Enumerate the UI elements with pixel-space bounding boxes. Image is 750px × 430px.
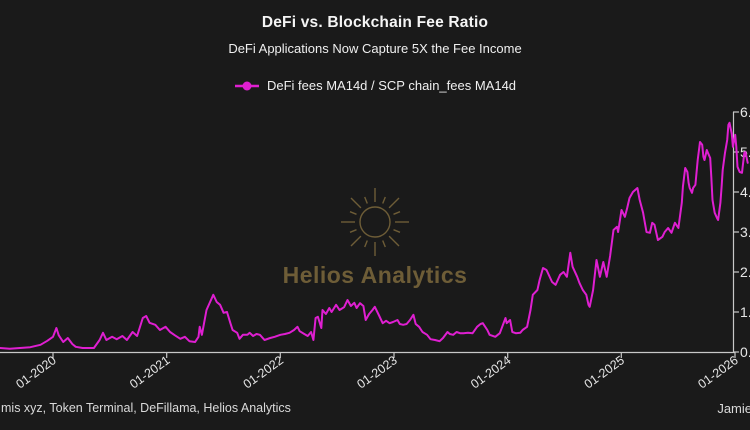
credit-text: Jamie [717, 401, 750, 416]
watermark: Helios Analytics [283, 188, 468, 288]
x-tick-label: 01-2020 [13, 353, 58, 391]
x-axis-ticks: 01-2020 01-2021 01-2022 01-2023 01-2024 … [13, 352, 741, 391]
y-tick-label: 4. [740, 184, 750, 200]
legend: DeFi fees MA14d / SCP chain_fees MA14d [0, 78, 750, 93]
x-tick-label: 01-2026 [695, 353, 740, 391]
chart-header: DeFi vs. Blockchain Fee Ratio DeFi Appli… [0, 14, 750, 56]
x-tick-label: 01-2025 [582, 353, 627, 391]
y-tick-label: 2. [740, 264, 750, 280]
legend-line-marker-icon [234, 81, 259, 90]
x-tick-label: 01-2022 [241, 353, 286, 391]
x-tick-label: 01-2024 [468, 353, 513, 391]
watermark-text: Helios Analytics [283, 262, 468, 288]
y-tick-label: 0. [740, 344, 750, 360]
x-tick-label: 01-2023 [354, 353, 399, 391]
y-tick-label: 6. [740, 104, 750, 120]
y-tick-label: 1. [740, 304, 750, 320]
chart-title: DeFi vs. Blockchain Fee Ratio [261, 14, 489, 31]
legend-label: DeFi fees MA14d / SCP chain_fees MA14d [266, 78, 517, 93]
chart-subtitle: DeFi Applications Now Capture 5X the Fee… [228, 41, 522, 56]
fee-ratio-line [0, 121, 749, 350]
x-tick-label: 01-2021 [127, 353, 172, 391]
data-sources-text: mis xyz, Token Terminal, DeFillama, Heli… [1, 401, 291, 415]
sun-icon [341, 188, 409, 256]
y-tick-label: 3. [740, 224, 750, 240]
